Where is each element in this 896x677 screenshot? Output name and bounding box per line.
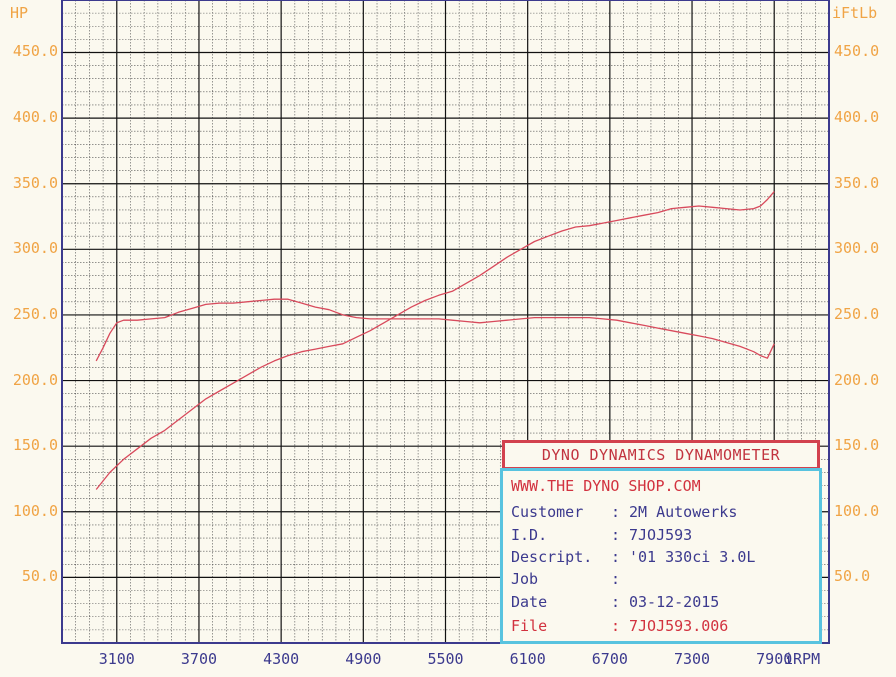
info-colon: : [611, 570, 621, 588]
y-right-tick-label: 450.0 [834, 42, 880, 61]
info-key: Date [511, 593, 548, 611]
y-left-axis-label: HP [10, 4, 29, 22]
y-left-tick-label: 150.0 [12, 436, 58, 455]
info-key: Descript. [511, 548, 593, 566]
info-value: 03-12-2015 [629, 593, 720, 611]
dynamometer-title: DYNO DYNAMICS DYNAMOMETER [541, 446, 781, 464]
info-row-description: Descript.: '01 330ci 3.0L [511, 548, 755, 566]
y-left-tick-label: 250.0 [12, 304, 58, 323]
info-row-customer: Customer:2M Autowerks [511, 503, 737, 521]
info-colon: : [611, 548, 621, 566]
x-tick-label: 3700 [180, 650, 218, 668]
y-right-tick-label: 100.0 [834, 501, 880, 520]
info-row-id: I.D.:7JOJ593 [511, 526, 692, 544]
y-left-tick-label: 350.0 [12, 173, 58, 192]
info-row-file: File:7JOJ593.006 [511, 617, 728, 635]
y-right-tick-label: 250.0 [834, 304, 880, 323]
info-row-date: Date:03-12-2015 [511, 593, 719, 611]
major-grid [62, 0, 829, 643]
info-colon: : [611, 617, 621, 635]
info-row-job: Job: [511, 570, 629, 588]
info-value: 7JOJ593.006 [629, 617, 729, 635]
website-text: WWW.THE DYNO SHOP.COM [511, 477, 701, 495]
y-right-tick-label: 150.0 [834, 436, 880, 455]
dynamometer-title-box: DYNO DYNAMICS DYNAMOMETER [502, 440, 820, 470]
x-tick-label: 3100 [98, 650, 135, 668]
y-left-tick-label: 400.0 [12, 108, 58, 127]
info-key: Customer [511, 503, 584, 521]
y-left-tick-label: 50.0 [21, 567, 58, 586]
info-value: 7JOJ593 [629, 526, 693, 544]
info-colon: : [611, 593, 621, 611]
x-tick-label: 5500 [427, 650, 464, 668]
y-right-tick-label: 400.0 [834, 108, 880, 127]
x-axis-unit-label: iRPM [784, 650, 821, 668]
series-line-rising [95, 191, 775, 490]
info-key: File [511, 617, 548, 635]
y-left-tick-label: 200.0 [12, 370, 58, 389]
y-left-tick-label: 300.0 [12, 239, 58, 258]
x-tick-label: 7300 [673, 650, 711, 668]
y-right-axis-label: iFtLb [832, 4, 878, 22]
plot-frame [61, 0, 830, 644]
x-tick-label: 6100 [509, 650, 546, 668]
x-tick-label: 7900 [756, 650, 793, 668]
y-right-tick-label: 350.0 [834, 173, 880, 192]
x-tick-label: 4300 [263, 650, 300, 668]
info-value: 2M Autowerks [629, 503, 738, 521]
y-right-tick-label: 200.0 [834, 370, 880, 389]
series-layer [95, 191, 775, 490]
y-right-tick-label: 50.0 [834, 567, 871, 586]
y-right-tick-label: 300.0 [834, 239, 880, 258]
x-tick-label: 6700 [591, 650, 628, 668]
info-key: I.D. [511, 526, 548, 544]
info-key: Job [511, 570, 539, 588]
y-left-tick-label: 450.0 [12, 42, 58, 61]
series-line-flat [95, 298, 775, 362]
y-left-tick-label: 100.0 [12, 501, 58, 520]
info-colon: : [611, 503, 621, 521]
run-info-box: WWW.THE DYNO SHOP.COM Customer:2M Autowe… [500, 468, 822, 644]
info-colon: : [611, 526, 621, 544]
x-tick-label: 4900 [345, 650, 382, 668]
info-value: '01 330ci 3.0L [629, 548, 756, 566]
